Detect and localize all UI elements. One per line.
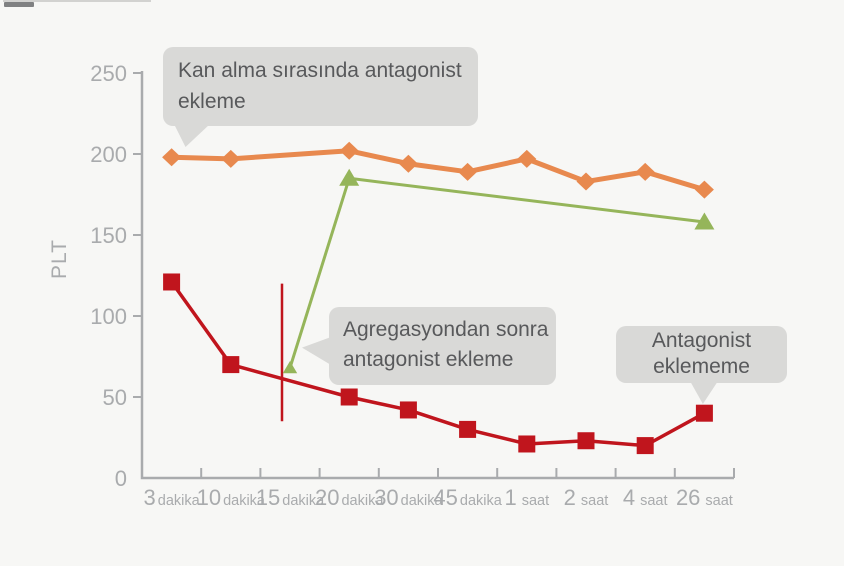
- axis-lines: [140, 71, 734, 480]
- x-axis-tick-label: 3 dakika: [144, 485, 201, 510]
- corner-mark: [4, 2, 34, 7]
- callout-agregasyondan-sonra: Agregasyondan sonra antagonist ekleme: [329, 307, 556, 385]
- callout-agregasyon-text: Agregasyondan sonra antagonist ekleme: [343, 318, 549, 371]
- diamond-marker: [517, 149, 537, 168]
- x-axis-tick-label: 15 dakika: [256, 485, 325, 510]
- diamond-marker: [221, 149, 241, 168]
- x-axis-tick-label: 30 dakika: [374, 485, 443, 510]
- square-marker: [695, 404, 713, 422]
- diamond-marker: [576, 172, 596, 191]
- x-axis-tick-label: 1 saat: [504, 485, 549, 510]
- diamond-marker: [339, 141, 359, 160]
- y-axis-tick-label: 50: [103, 385, 127, 410]
- y-axis-tick-label: 150: [90, 223, 127, 248]
- square-marker: [636, 437, 654, 455]
- callout-kan-alma-text: Kan alma sırasında antagonist ekleme: [178, 59, 462, 113]
- callout-eklememe-tail: [690, 381, 718, 404]
- x-axis-tick-label: 10 dakika: [197, 485, 266, 510]
- callout-kan-alma-tail: [174, 124, 210, 147]
- square-marker: [577, 432, 595, 450]
- x-axis-tick-label: 2 saat: [564, 485, 609, 510]
- callout-antagonist-eklememe: Antagonist eklememe: [616, 326, 787, 383]
- y-axis-tick-label: 250: [90, 61, 127, 86]
- x-axis-tick-label: 45 dakika: [433, 485, 502, 510]
- diamond-marker: [635, 162, 655, 181]
- callout-agregasyon-tail: [302, 337, 331, 365]
- square-marker: [459, 420, 477, 438]
- square-marker: [163, 273, 181, 291]
- triangle-marker: [339, 168, 360, 186]
- y-axis-tick-label: 100: [90, 304, 127, 329]
- top-edge-line: [3, 0, 151, 2]
- diamond-marker: [694, 180, 714, 199]
- x-axis-tick-label: 4 saat: [623, 485, 668, 510]
- y-axis-tick-label: 0: [115, 466, 127, 491]
- triangle-marker: [694, 212, 715, 230]
- diamond-marker: [398, 154, 418, 173]
- diamond-marker: [162, 148, 182, 167]
- square-marker: [340, 388, 358, 406]
- x-axis-tick-label: 26 saat: [676, 485, 733, 510]
- y-axis-title: PLT: [48, 239, 71, 279]
- square-marker: [399, 401, 417, 419]
- diamond-marker: [458, 162, 478, 181]
- square-marker: [518, 435, 536, 453]
- callout-eklememe-text: Antagonist eklememe: [651, 329, 752, 378]
- y-axis-tick-label: 200: [90, 142, 127, 167]
- x-axis-tick-label: 20 dakika: [315, 485, 384, 510]
- square-marker: [222, 356, 240, 374]
- series-diamond: [162, 141, 714, 199]
- series-line-0: [171, 148, 706, 193]
- triangle-marker: [282, 361, 298, 374]
- callout-kan-alma-sirasinda: Kan alma sırasında antagonist ekleme: [163, 47, 478, 126]
